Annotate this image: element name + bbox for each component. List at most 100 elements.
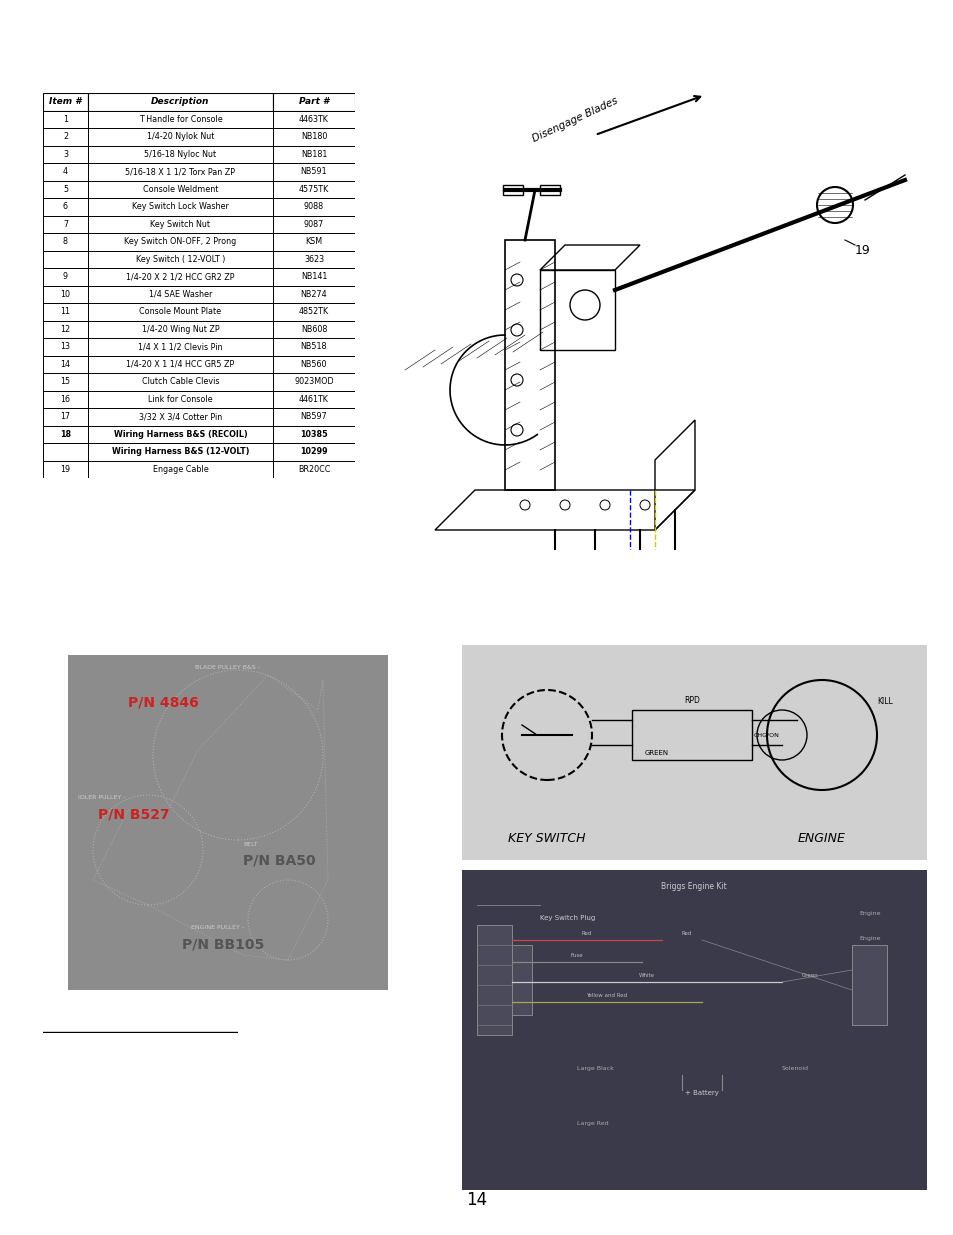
Text: 10: 10 xyxy=(60,290,71,299)
Text: 12: 12 xyxy=(60,325,71,333)
Bar xyxy=(43,356,88,373)
Text: 6: 6 xyxy=(63,203,68,211)
Bar xyxy=(273,461,355,478)
Text: Key Switch Lock Washer: Key Switch Lock Washer xyxy=(132,203,229,211)
Text: Large Black: Large Black xyxy=(577,1066,613,1071)
Text: Yellow and Red: Yellow and Red xyxy=(586,993,627,998)
Text: P/N BA50: P/N BA50 xyxy=(243,853,315,867)
Text: Engine: Engine xyxy=(859,911,880,916)
Bar xyxy=(43,233,88,251)
Text: 2: 2 xyxy=(63,132,68,141)
Bar xyxy=(273,338,355,356)
Text: 15: 15 xyxy=(60,377,71,387)
Text: 3: 3 xyxy=(63,149,68,159)
Text: NB560: NB560 xyxy=(300,359,327,369)
Bar xyxy=(88,408,273,426)
Text: P/N B527: P/N B527 xyxy=(98,808,170,823)
Text: 4: 4 xyxy=(63,167,68,177)
Bar xyxy=(476,925,512,1035)
Text: Key Switch Nut: Key Switch Nut xyxy=(151,220,211,228)
Bar xyxy=(502,185,522,195)
Text: 1/4 SAE Washer: 1/4 SAE Washer xyxy=(149,290,212,299)
Bar xyxy=(88,390,273,408)
Bar xyxy=(43,426,88,443)
Text: KEY SWITCH: KEY SWITCH xyxy=(508,832,585,845)
Text: Clutch Cable Clevis: Clutch Cable Clevis xyxy=(142,377,219,387)
Text: 5: 5 xyxy=(63,185,68,194)
Text: Console Weldment: Console Weldment xyxy=(143,185,218,194)
Bar xyxy=(43,198,88,215)
Text: 14: 14 xyxy=(466,1191,487,1209)
Bar xyxy=(88,251,273,268)
Text: 9087: 9087 xyxy=(304,220,324,228)
Bar xyxy=(273,373,355,390)
Text: Link for Console: Link for Console xyxy=(148,395,213,404)
Bar xyxy=(88,426,273,443)
Text: NB597: NB597 xyxy=(300,412,327,421)
Bar xyxy=(273,390,355,408)
Bar xyxy=(88,268,273,285)
Bar xyxy=(43,163,88,180)
Bar xyxy=(88,285,273,303)
Text: NB141: NB141 xyxy=(300,272,327,282)
Bar xyxy=(851,945,886,1025)
Bar xyxy=(43,303,88,321)
Bar xyxy=(43,443,88,461)
Text: KILL: KILL xyxy=(876,698,892,706)
Bar xyxy=(88,373,273,390)
Text: BLADE PULLEY B&S -: BLADE PULLEY B&S - xyxy=(195,664,260,671)
Bar xyxy=(273,146,355,163)
Bar xyxy=(539,185,559,195)
Text: 14: 14 xyxy=(60,359,71,369)
Text: 10385: 10385 xyxy=(300,430,328,438)
Bar xyxy=(88,146,273,163)
Text: 18: 18 xyxy=(60,430,71,438)
Text: BELT: BELT xyxy=(243,842,257,847)
Text: 1/4 X 1 1/2 Clevis Pin: 1/4 X 1 1/2 Clevis Pin xyxy=(138,342,222,351)
Bar xyxy=(273,180,355,198)
Bar xyxy=(88,338,273,356)
Bar xyxy=(43,128,88,146)
Text: Red: Red xyxy=(581,931,592,936)
Text: P/N BB105: P/N BB105 xyxy=(182,939,264,952)
Bar xyxy=(273,426,355,443)
Text: NB274: NB274 xyxy=(300,290,327,299)
Bar xyxy=(43,215,88,233)
Text: NB180: NB180 xyxy=(300,132,327,141)
Text: GREEN: GREEN xyxy=(644,750,668,756)
Text: 17: 17 xyxy=(60,412,71,421)
Text: Briggs Engine Kit: Briggs Engine Kit xyxy=(660,882,726,890)
Bar xyxy=(88,461,273,478)
Text: Wiring Harness B&S (12-VOLT): Wiring Harness B&S (12-VOLT) xyxy=(112,447,249,456)
Text: 4461TK: 4461TK xyxy=(298,395,329,404)
Bar xyxy=(88,356,273,373)
Text: NB591: NB591 xyxy=(300,167,327,177)
Text: 5/16-18 Nyloc Nut: 5/16-18 Nyloc Nut xyxy=(144,149,216,159)
Text: 3623: 3623 xyxy=(304,254,324,264)
Bar xyxy=(273,93,355,110)
Text: ENGINE: ENGINE xyxy=(798,832,845,845)
Bar xyxy=(43,110,88,128)
Text: Fuse: Fuse xyxy=(570,953,582,958)
Bar xyxy=(273,233,355,251)
Text: 1/4-20 Nylok Nut: 1/4-20 Nylok Nut xyxy=(147,132,214,141)
Text: Large Red: Large Red xyxy=(577,1121,608,1126)
Text: P/N 4846: P/N 4846 xyxy=(128,695,198,709)
Text: Item #: Item # xyxy=(50,98,82,106)
Bar xyxy=(43,461,88,478)
Text: 9: 9 xyxy=(63,272,68,282)
Bar xyxy=(43,390,88,408)
Bar xyxy=(43,373,88,390)
Bar xyxy=(43,146,88,163)
Bar xyxy=(43,93,88,110)
Text: 16: 16 xyxy=(60,395,71,404)
Bar xyxy=(88,163,273,180)
Text: 4852TK: 4852TK xyxy=(298,308,329,316)
Text: 8: 8 xyxy=(63,237,68,246)
Text: Red: Red xyxy=(681,931,692,936)
Text: NB518: NB518 xyxy=(300,342,327,351)
Text: 10299: 10299 xyxy=(300,447,328,456)
Bar xyxy=(512,945,532,1015)
Bar xyxy=(43,285,88,303)
Text: RPD: RPD xyxy=(683,697,700,705)
